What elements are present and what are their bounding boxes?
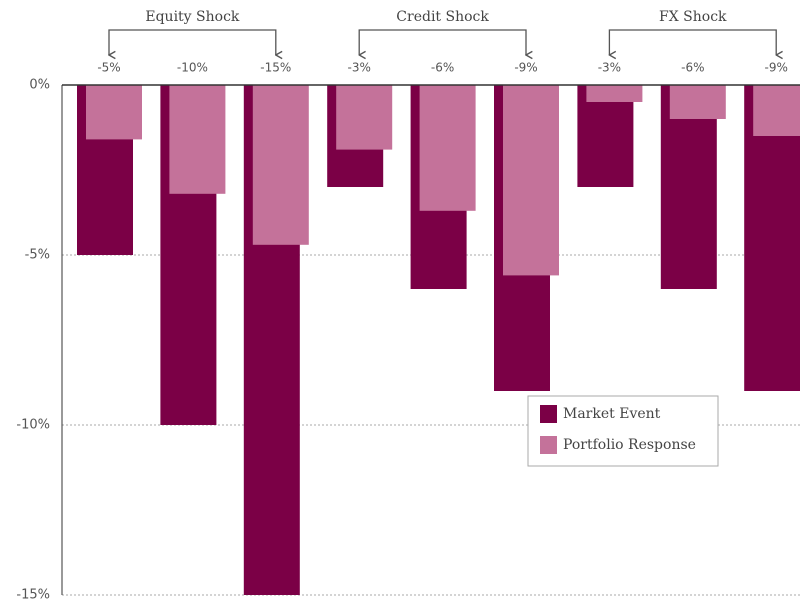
group-bracket xyxy=(609,29,776,55)
legend-swatch xyxy=(540,405,557,423)
group-label: FX Shock xyxy=(659,9,727,25)
x-tick-label: -9% xyxy=(765,61,788,75)
group-label: Equity Shock xyxy=(145,9,240,25)
x-tick-label: -3% xyxy=(348,61,371,75)
bar xyxy=(503,85,559,276)
legend-label: Market Event xyxy=(563,406,661,422)
x-tick-label: -9% xyxy=(514,61,537,75)
x-tick-label: -6% xyxy=(431,61,454,75)
x-tick-label: -3% xyxy=(598,61,621,75)
y-tick-label: -5% xyxy=(25,248,50,263)
x-tick-label: -15% xyxy=(260,61,291,75)
group-bracket xyxy=(109,29,276,55)
group-bracket xyxy=(359,29,526,55)
y-tick-label: -15% xyxy=(16,588,50,600)
legend-swatch xyxy=(540,436,557,454)
y-tick-label: -10% xyxy=(16,418,50,433)
bar xyxy=(419,85,476,211)
bar xyxy=(336,85,393,150)
bar xyxy=(169,85,226,194)
bar xyxy=(86,85,142,140)
x-tick-label: -5% xyxy=(97,61,120,75)
y-tick-label: 0% xyxy=(29,78,50,93)
bar xyxy=(252,85,309,245)
x-tick-label: -10% xyxy=(177,61,208,75)
bar xyxy=(753,85,800,136)
legend-box xyxy=(527,395,719,467)
legend-label: Portfolio Response xyxy=(563,437,696,453)
x-tick-label: -6% xyxy=(681,61,704,75)
group-label: Credit Shock xyxy=(396,9,489,25)
bar xyxy=(586,85,643,102)
bar xyxy=(669,85,726,119)
